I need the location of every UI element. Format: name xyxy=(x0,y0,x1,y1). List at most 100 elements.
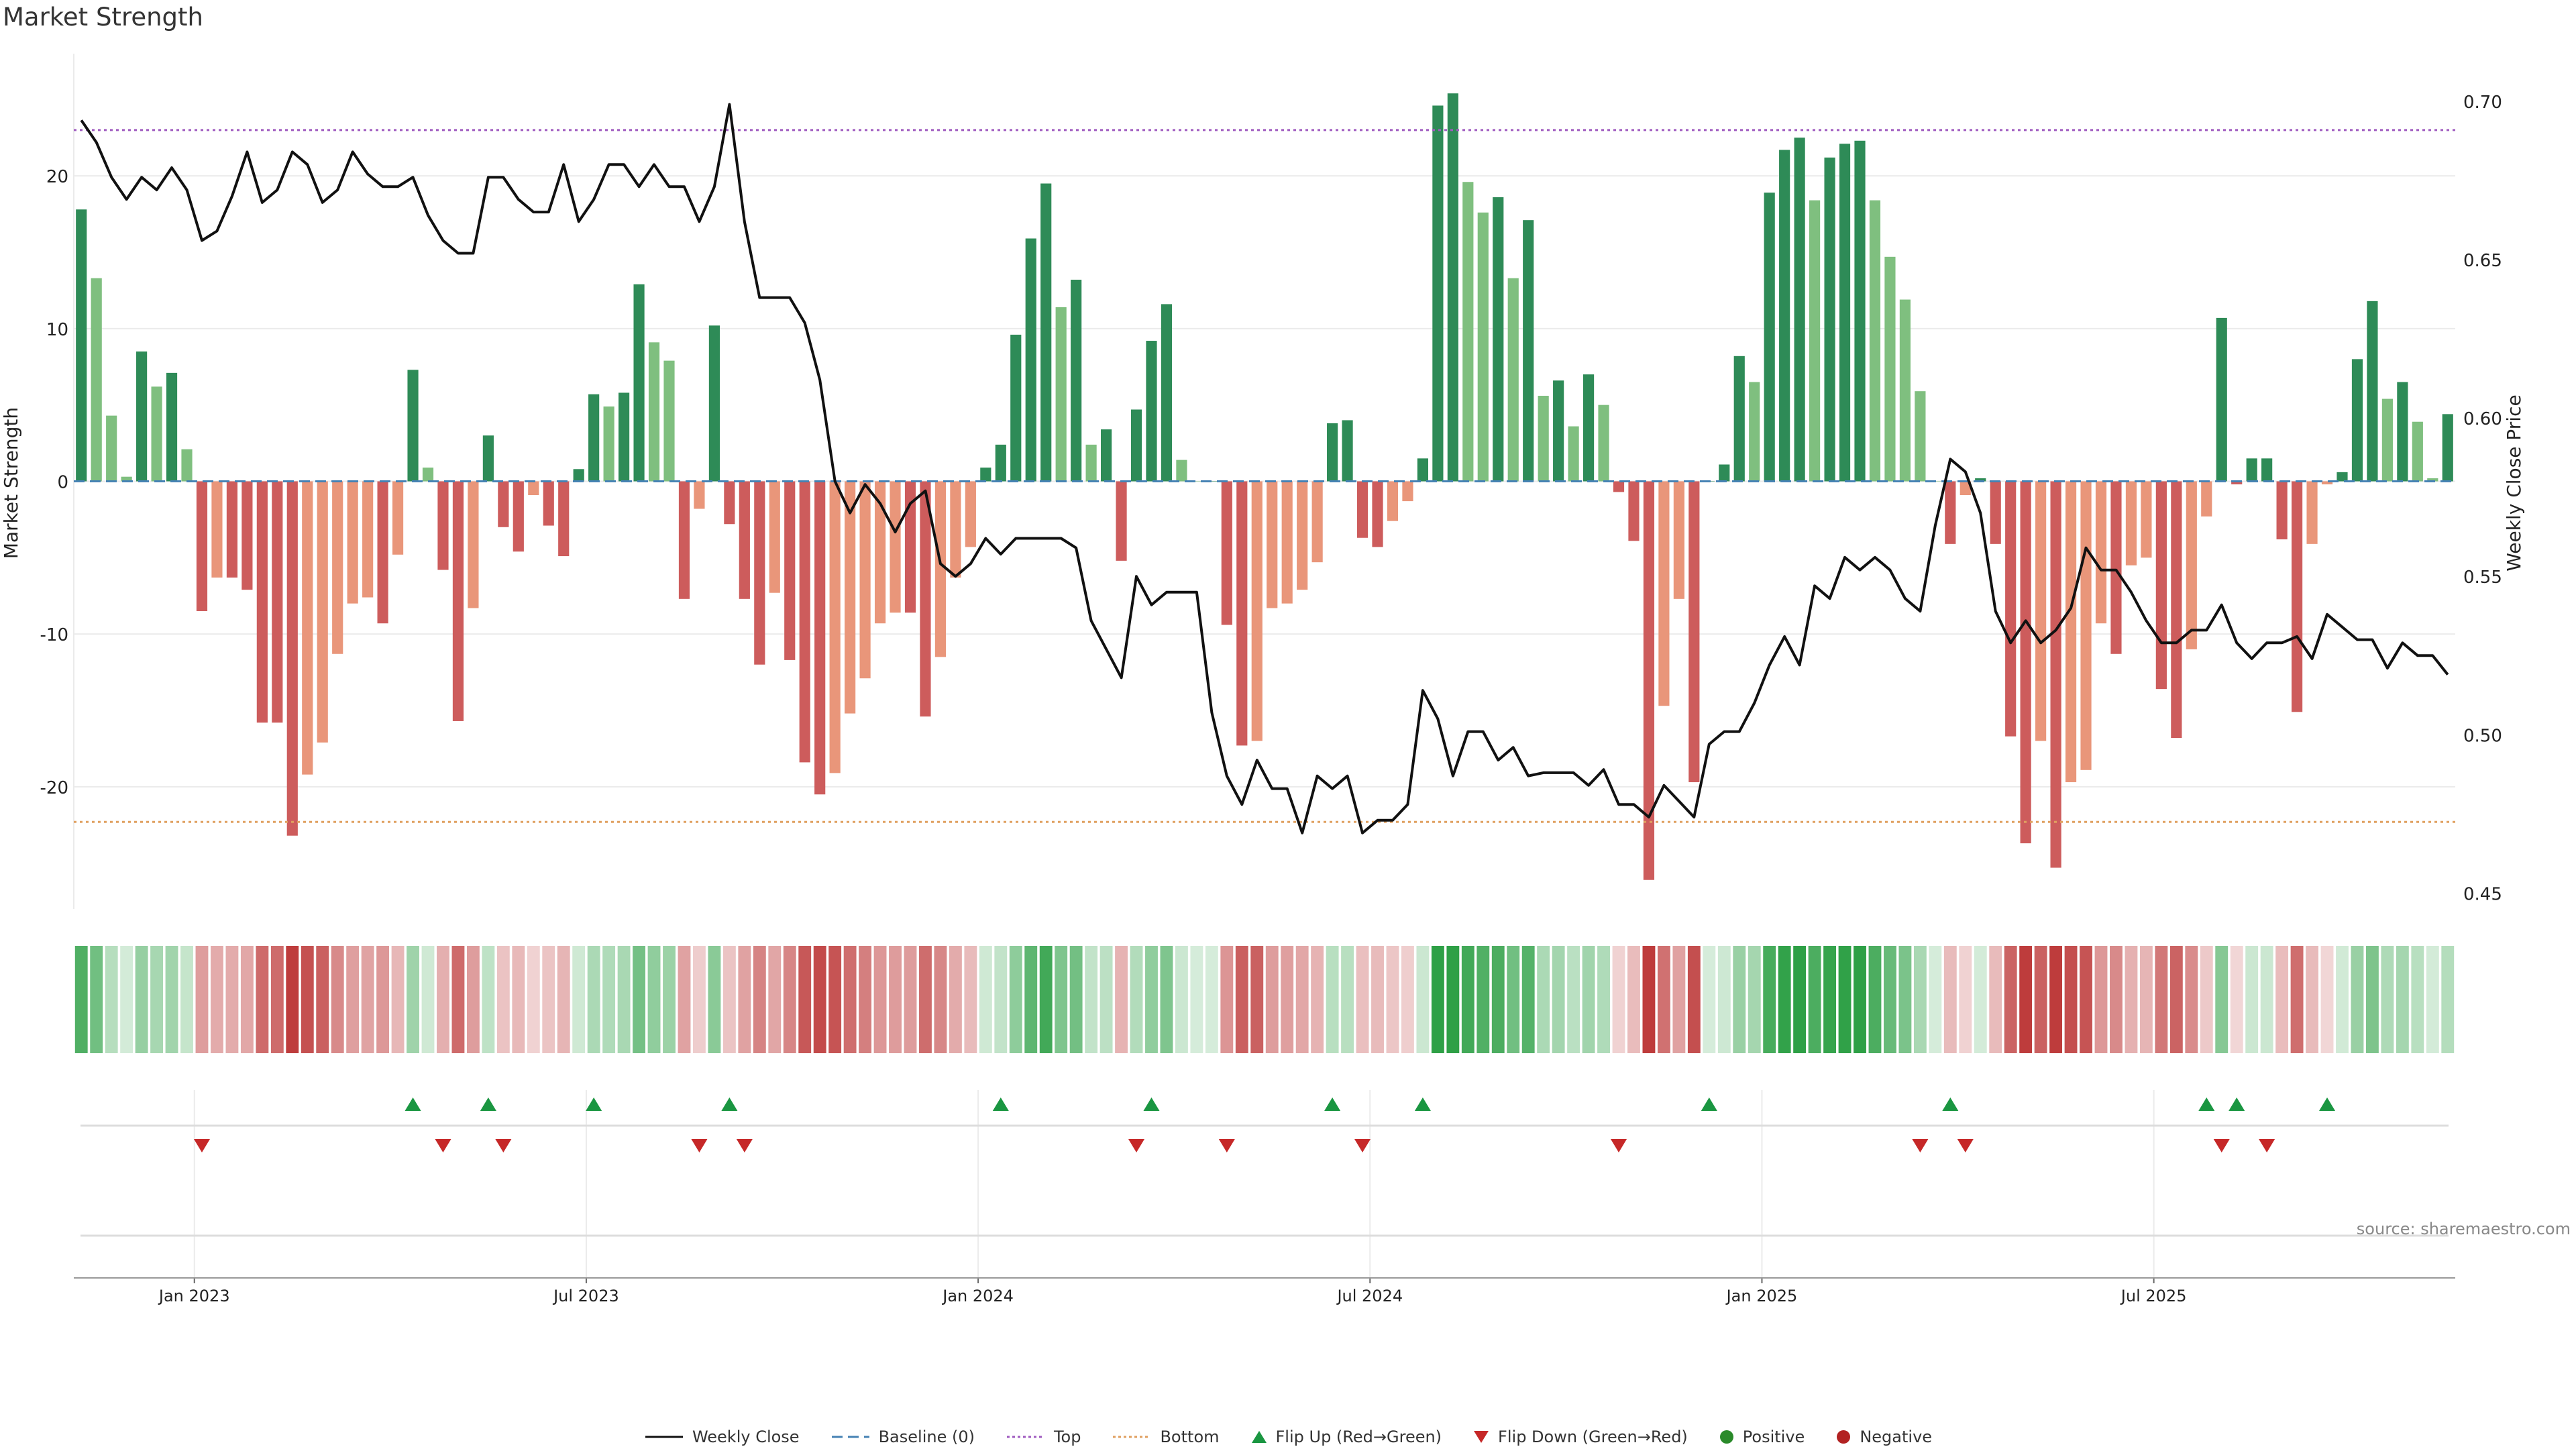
heat-cell xyxy=(1085,946,1098,1053)
heat-cell xyxy=(1175,946,1188,1053)
heat-cell xyxy=(964,946,977,1053)
heat-cell xyxy=(2381,946,2394,1053)
x-tick-label: Jul 2025 xyxy=(2120,1287,2187,1305)
strength-bar xyxy=(1010,334,1022,482)
strength-bar xyxy=(1628,481,1640,541)
y-tick-label: -10 xyxy=(40,625,68,645)
heat-cell xyxy=(1265,946,1279,1053)
strength-bar xyxy=(1869,200,1881,482)
strength-bar xyxy=(1749,382,1760,482)
heat-cell xyxy=(1190,946,1203,1053)
strength-bar xyxy=(91,278,102,482)
legend-label: Bottom xyxy=(1160,1428,1220,1446)
flip-down-marker xyxy=(1611,1139,1627,1152)
dotted-line-icon xyxy=(1006,1436,1044,1438)
heat-cell xyxy=(1235,946,1248,1053)
strength-bar xyxy=(1824,157,1835,482)
heat-cell xyxy=(2320,946,2334,1053)
strength-bar xyxy=(1945,481,1956,544)
flip-up-marker xyxy=(405,1097,421,1111)
flip-down-marker xyxy=(435,1139,451,1152)
strength-bar xyxy=(1493,197,1504,482)
strength-bar xyxy=(106,415,117,482)
dotted-line-icon xyxy=(1113,1436,1151,1438)
flip-up-marker xyxy=(2229,1097,2245,1111)
heat-cell xyxy=(1491,946,1505,1053)
heat-cell xyxy=(1642,946,1656,1053)
strength-bar xyxy=(1251,481,1263,741)
strength-bar xyxy=(1568,426,1579,482)
triangle-down-icon xyxy=(1474,1431,1489,1443)
y2-tick-label: 0.60 xyxy=(2463,409,2502,429)
heat-cell xyxy=(1989,946,2002,1053)
strength-bar xyxy=(1402,481,1413,502)
heat-cell xyxy=(572,946,586,1053)
heat-cell xyxy=(301,946,314,1053)
strength-bar xyxy=(543,481,554,526)
y2-axis-label: Weekly Close Price xyxy=(2503,394,2525,571)
strength-bar xyxy=(1839,144,1851,482)
heat-cell xyxy=(512,946,525,1053)
strength-bar xyxy=(663,360,675,482)
strength-bar xyxy=(678,481,690,599)
strength-bar xyxy=(1794,138,1805,482)
x-tick-label: Jul 2023 xyxy=(552,1287,619,1305)
strength-bar xyxy=(829,481,841,773)
strength-bar xyxy=(332,481,343,654)
strength-bar xyxy=(528,481,539,495)
strength-bar xyxy=(1417,458,1429,482)
y-tick-label: 0 xyxy=(57,473,68,493)
heat-cell xyxy=(2245,946,2259,1053)
flip-down-marker xyxy=(1354,1139,1371,1152)
strength-bar xyxy=(1342,420,1353,482)
strength-bar xyxy=(452,481,464,721)
heat-cell xyxy=(1612,946,1625,1053)
heat-cell xyxy=(1808,946,1821,1053)
flip-down-marker xyxy=(2259,1139,2275,1152)
heat-cell xyxy=(1145,946,1158,1053)
heat-cell xyxy=(1672,946,1686,1053)
strength-bar xyxy=(1055,307,1067,482)
strength-bar xyxy=(347,481,358,604)
heat-cell xyxy=(286,946,299,1053)
heat-cell xyxy=(1099,946,1113,1053)
legend-flip-down: Flip Down (Green→Red) xyxy=(1472,1428,1688,1446)
legend-label: Weekly Close xyxy=(692,1428,800,1446)
heat-cell xyxy=(1974,946,1987,1053)
strength-bar xyxy=(784,481,796,660)
line-swatch-icon xyxy=(645,1436,683,1438)
flip-up-marker xyxy=(2198,1097,2215,1111)
heat-cell xyxy=(557,946,570,1053)
heat-cell xyxy=(587,946,600,1053)
strength-bar xyxy=(1733,356,1745,482)
heat-cell xyxy=(2125,946,2138,1053)
strength-bar xyxy=(2020,481,2031,844)
strength-bar xyxy=(1236,481,1248,746)
strength-bar xyxy=(196,481,208,612)
strength-bar xyxy=(1040,183,1052,482)
strength-bar xyxy=(799,481,810,763)
heat-cell xyxy=(376,946,390,1053)
y2-tick-label: 0.65 xyxy=(2463,251,2502,271)
heat-cell xyxy=(2426,946,2439,1053)
heat-cell xyxy=(1024,946,1038,1053)
x-tick-label: Jan 2023 xyxy=(158,1287,230,1305)
heat-cell xyxy=(678,946,691,1053)
strength-bar xyxy=(2005,481,2017,737)
strength-bar xyxy=(558,481,570,557)
heat-cell xyxy=(2034,946,2047,1053)
strength-bar xyxy=(1281,481,1293,604)
strength-bar xyxy=(950,481,961,578)
heat-cell xyxy=(2230,946,2243,1053)
legend-flip-up: Flip Up (Red→Green) xyxy=(1250,1428,1442,1446)
strength-bar xyxy=(1176,460,1187,482)
heat-cell xyxy=(2441,946,2455,1053)
flip-up-marker xyxy=(480,1097,496,1111)
close-line xyxy=(80,103,2449,835)
heat-cell xyxy=(2290,946,2304,1053)
heat-cell xyxy=(1250,946,1264,1053)
legend-negative: Negative xyxy=(1835,1428,1932,1446)
legend-bottom: Bottom xyxy=(1112,1428,1220,1446)
strength-bar xyxy=(2306,481,2318,544)
heat-cell xyxy=(240,946,254,1053)
